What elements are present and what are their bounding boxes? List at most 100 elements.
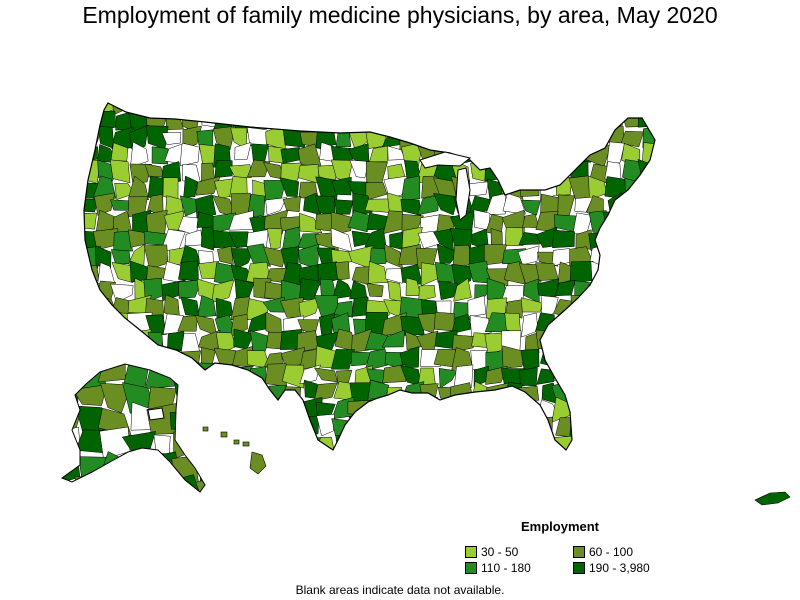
map-area [483, 397, 509, 420]
map-area [467, 434, 493, 450]
map-area [128, 451, 151, 471]
map-area [268, 449, 288, 450]
map-area [609, 415, 628, 436]
map-area [537, 160, 559, 182]
map-area [173, 431, 202, 460]
map-area [658, 364, 675, 388]
map-area [211, 279, 235, 304]
map-area [314, 448, 339, 450]
map-area [503, 131, 525, 148]
map-area [228, 103, 249, 117]
map-area [417, 194, 439, 216]
map-area [570, 387, 591, 404]
map-area [456, 124, 473, 148]
map-area [588, 231, 610, 252]
map-area [382, 364, 406, 384]
footnote: Blank areas indicate data not available. [295, 583, 505, 597]
map-area [452, 399, 474, 422]
map-area [487, 109, 509, 133]
map-area [573, 365, 593, 386]
legend-item-110-180: 110 - 180 [465, 561, 531, 575]
lower-48-outline [83, 102, 656, 451]
map-area [452, 415, 473, 438]
legend-item-30-50: 30 - 50 [465, 545, 518, 559]
map-area [365, 103, 386, 114]
legend-label: 190 - 3,980 [589, 561, 650, 575]
map-area [84, 311, 97, 337]
map-area [232, 380, 251, 398]
map-area [485, 193, 506, 215]
map-area [522, 163, 540, 182]
map-area [621, 232, 645, 246]
map-area [316, 413, 335, 437]
map-area [415, 126, 441, 146]
map-area [169, 412, 198, 430]
map-area [262, 103, 284, 114]
map-area [519, 177, 540, 197]
map-area [590, 260, 610, 287]
map-area [517, 433, 543, 450]
map-area [180, 296, 200, 317]
map-area [603, 103, 626, 112]
map-area [266, 228, 283, 250]
map-area [171, 364, 197, 383]
map-area [504, 143, 526, 163]
map-area [268, 416, 289, 437]
map-area [247, 413, 268, 435]
map-area [199, 455, 205, 482]
map-area [484, 415, 508, 439]
legend-swatch [465, 545, 477, 558]
map-area [350, 113, 371, 130]
map-area [150, 483, 181, 492]
map-area [416, 112, 438, 133]
map-area [486, 382, 509, 404]
map-area [151, 146, 169, 165]
map-area [654, 436, 655, 450]
map-area [84, 295, 102, 318]
map-area [654, 329, 655, 354]
map-area [608, 332, 625, 349]
map-area [606, 141, 625, 168]
map-area [84, 278, 100, 303]
map-area [643, 248, 655, 268]
map-area [367, 260, 389, 284]
map-area [453, 108, 476, 130]
map-area [113, 230, 134, 252]
map-area [659, 212, 674, 235]
map-area [436, 110, 458, 134]
puerto-rico [754, 491, 791, 506]
map-area [517, 114, 543, 133]
map-area [483, 143, 503, 165]
map-area [126, 103, 149, 112]
map-area [229, 397, 251, 422]
map-area [124, 481, 152, 492]
map-area [347, 449, 370, 450]
map-area [522, 213, 540, 228]
map-area [97, 262, 116, 285]
map-area [535, 329, 557, 351]
map-area [213, 347, 237, 371]
map-area [280, 399, 303, 418]
legend-swatch [573, 561, 585, 574]
map-area [434, 311, 455, 332]
map-area [183, 175, 198, 198]
map-area [84, 349, 97, 364]
map-area [399, 434, 422, 450]
map-area [605, 396, 622, 421]
map-area [622, 448, 645, 450]
map-area [229, 413, 253, 438]
map-area [520, 348, 540, 371]
map-area [109, 328, 133, 349]
map-area [84, 198, 100, 213]
map-area [637, 383, 655, 401]
map-area [641, 432, 655, 450]
map-area [572, 436, 594, 450]
map-area [636, 103, 655, 110]
map-area [418, 397, 438, 421]
map-area [468, 111, 487, 128]
map-area [538, 103, 558, 116]
map-area [574, 196, 594, 213]
map-area [418, 415, 437, 440]
map-area [604, 449, 623, 450]
map-area [365, 417, 391, 434]
